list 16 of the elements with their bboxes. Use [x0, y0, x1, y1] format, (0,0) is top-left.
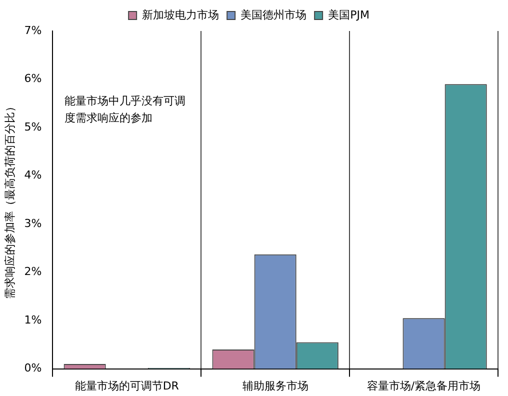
legend-label: 美国PJM	[328, 8, 370, 22]
annotation: 能量市场中几乎没有可调度需求响应的参加	[64, 94, 186, 124]
y-tick-label: 3%	[24, 216, 42, 230]
y-axis-title: 需求响应的参加率（最高负荷的百分比）	[3, 100, 16, 299]
legend-label: 美国德州市场	[240, 8, 307, 22]
y-tick-label: 4%	[24, 168, 42, 182]
x-tick-label: 辅助服务市场	[242, 379, 308, 392]
y-tick-label: 1%	[24, 313, 42, 326]
legend-label: 新加坡电力市场	[142, 8, 220, 22]
y-tick-label: 6%	[24, 72, 42, 86]
y-tick-label: 2%	[24, 265, 42, 278]
y-tick-label: 5%	[24, 120, 42, 134]
y-tick-label: 7%	[24, 24, 42, 37]
x-tick-label: 能量市场的可调节DR	[74, 379, 180, 392]
y-tick-label: 0%	[24, 362, 42, 375]
x-tick-label: 容量市场/紧急备用市场	[366, 379, 481, 392]
